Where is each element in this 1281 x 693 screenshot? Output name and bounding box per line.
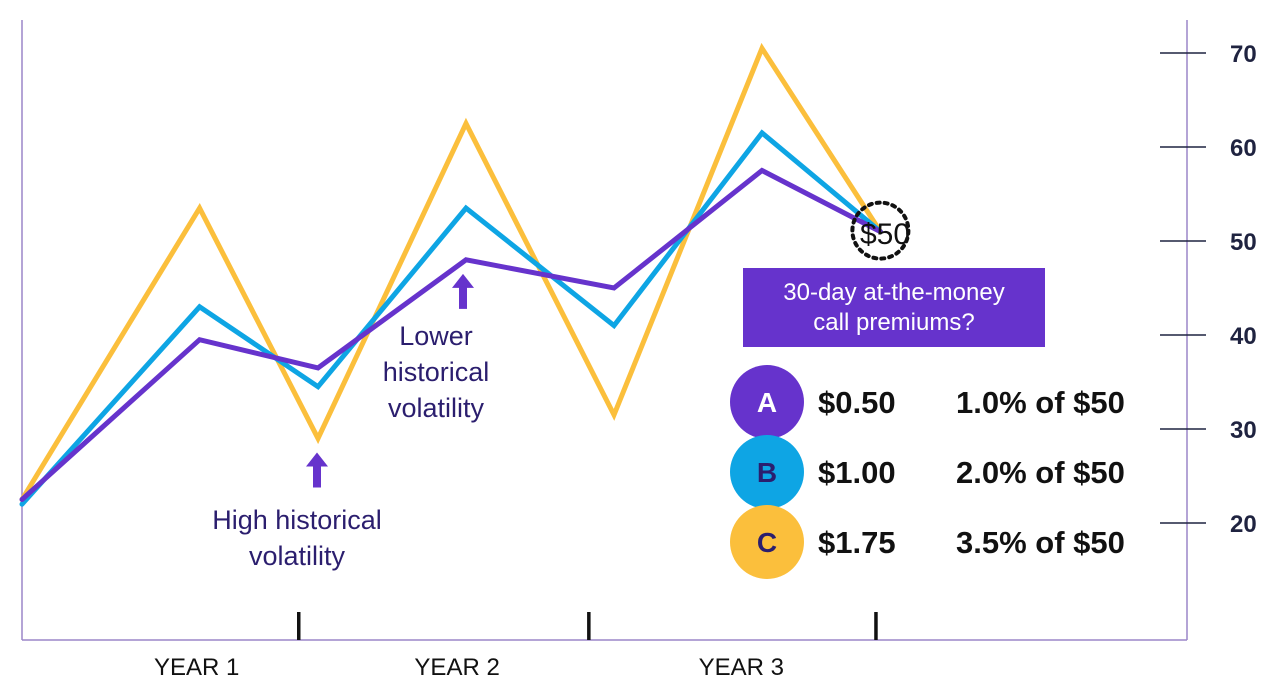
series-line-1 bbox=[19, 42, 883, 502]
x-label-year-3: YEAR 3 bbox=[699, 654, 784, 681]
chart-frame bbox=[21, 20, 1188, 641]
low-vol-label-line-1: Lower bbox=[399, 321, 473, 351]
high-vol-label-line-2: volatility bbox=[249, 541, 346, 571]
option-a-percent: 1.0% of $50 bbox=[956, 385, 1125, 420]
option-c-percent: 3.5% of $50 bbox=[956, 525, 1125, 560]
y-tick-label-30: 30 bbox=[1230, 417, 1257, 444]
y-tick-label-70: 70 bbox=[1230, 41, 1257, 68]
series-line-3 bbox=[19, 167, 883, 502]
high-vol-arrow-head bbox=[306, 452, 328, 467]
callout-box bbox=[743, 268, 1045, 347]
x-axis: YEAR 1 YEAR 2 YEAR 3 bbox=[154, 612, 878, 681]
low-vol-arrow-head bbox=[452, 273, 474, 288]
option-a-letter: A bbox=[757, 387, 777, 418]
high-vol-label-line-1: High historical bbox=[212, 505, 382, 535]
premium-options: A $0.50 1.0% of $50 B $1.00 2.0% of $50 C $1.75… bbox=[730, 365, 1125, 579]
low-vol-label-line-3: volatility bbox=[388, 393, 485, 423]
x-label-year-1: YEAR 1 bbox=[154, 654, 239, 681]
option-b-letter: B bbox=[757, 457, 777, 488]
option-c-letter: C bbox=[757, 527, 777, 558]
y-axis: 20 30 40 50 60 70 bbox=[1160, 41, 1257, 538]
option-a: A $0.50 1.0% of $50 bbox=[730, 365, 1125, 439]
series-line-2 bbox=[19, 129, 883, 507]
option-c-badge bbox=[730, 505, 804, 579]
x-label-year-2: YEAR 2 bbox=[414, 654, 499, 681]
current-price-marker bbox=[850, 200, 911, 261]
callout-line-2: call premiums? bbox=[813, 309, 974, 336]
option-b-badge bbox=[730, 435, 804, 509]
option-b-price: $1.00 bbox=[818, 455, 896, 490]
low-vol-arrow-shaft bbox=[459, 286, 467, 309]
series-lines bbox=[19, 42, 883, 507]
option-b: B $1.00 2.0% of $50 bbox=[730, 435, 1125, 509]
option-b-percent: 2.0% of $50 bbox=[956, 455, 1125, 490]
annotations: High historical volatility Lower historical… bbox=[212, 200, 911, 571]
high-vol-arrow bbox=[306, 452, 328, 488]
y-tick-label-40: 40 bbox=[1230, 323, 1257, 350]
option-a-price: $0.50 bbox=[818, 385, 896, 420]
high-vol-arrow-shaft bbox=[313, 465, 321, 488]
option-a-badge bbox=[730, 365, 804, 439]
low-vol-label-line-2: historical bbox=[383, 357, 490, 387]
option-c: C $1.75 3.5% of $50 bbox=[730, 505, 1125, 579]
current-price-label: $50 bbox=[860, 218, 910, 251]
y-tick-label-20: 20 bbox=[1230, 511, 1257, 538]
option-c-price: $1.75 bbox=[818, 525, 896, 560]
callout-line-1: 30-day at-the-money bbox=[783, 279, 1004, 306]
y-tick-label-60: 60 bbox=[1230, 135, 1257, 162]
low-vol-arrow bbox=[452, 273, 474, 309]
premium-callout: 30-day at-the-money call premiums? bbox=[743, 268, 1045, 347]
y-tick-label-50: 50 bbox=[1230, 229, 1257, 256]
